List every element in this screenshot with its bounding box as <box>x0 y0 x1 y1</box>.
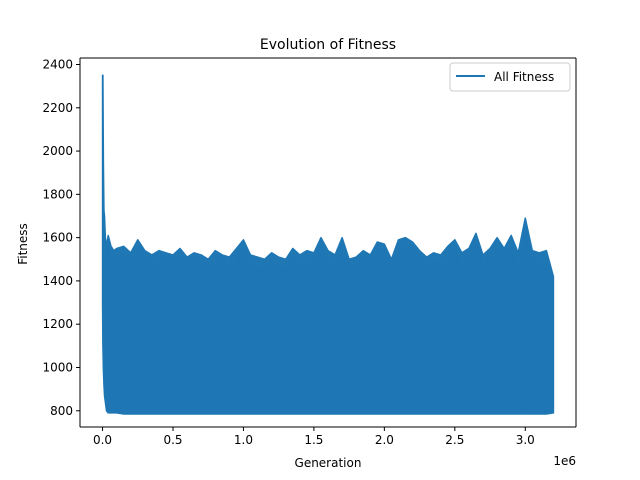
x-tick-label: 0.5 <box>163 433 182 447</box>
y-tick-label: 800 <box>50 404 73 418</box>
x-axis-offset-label: 1e6 <box>553 454 576 468</box>
legend-entry-all-fitness: All Fitness <box>494 70 554 84</box>
y-tick-label: 1000 <box>42 360 73 374</box>
y-tick-label: 2000 <box>42 144 73 158</box>
y-tick-label: 2200 <box>42 101 73 115</box>
x-tick-label: 3.0 <box>516 433 535 447</box>
x-axis-label: Generation <box>295 456 362 470</box>
y-tick-label: 1800 <box>42 187 73 201</box>
ticks-layer: 0.0 0.5 1.0 1.5 2.0 2.5 3.0 800 1000 1200 1400 1600… <box>42 57 534 447</box>
y-axis-label: Fitness <box>16 223 30 265</box>
series-layer <box>101 74 555 415</box>
y-tick-label: 1600 <box>42 231 73 245</box>
x-tick-label: 2.5 <box>445 433 464 447</box>
y-tick-label: 2400 <box>42 57 73 71</box>
legend: All Fitness <box>449 62 571 92</box>
x-tick-label: 2.0 <box>375 433 394 447</box>
y-tick-label: 1200 <box>42 317 73 331</box>
x-tick-label: 0.0 <box>93 433 112 447</box>
y-tick-label: 1400 <box>42 274 73 288</box>
x-tick-label: 1.5 <box>304 433 323 447</box>
x-tick-label: 1.0 <box>234 433 253 447</box>
axes-layer <box>79 57 577 428</box>
series-0-spikes <box>102 75 553 415</box>
legend-box <box>449 62 571 92</box>
chart-title: Evolution of Fitness <box>260 37 396 53</box>
